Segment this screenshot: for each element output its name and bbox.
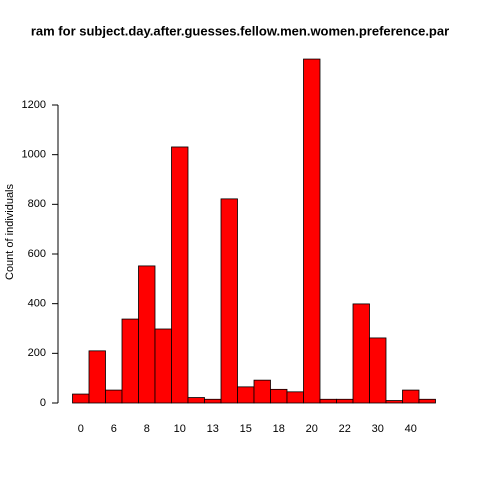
x-tick-label: 8 <box>144 423 150 435</box>
bar <box>220 198 238 404</box>
bar <box>204 398 222 404</box>
x-tick-label: 6 <box>111 423 117 435</box>
y-tick-label: 200 <box>28 347 46 359</box>
bar <box>303 58 321 404</box>
bar <box>187 397 205 404</box>
bar <box>88 350 106 404</box>
bar <box>105 389 123 404</box>
y-axis-label: Count of individuals <box>4 184 16 281</box>
bar <box>138 265 156 404</box>
bar <box>121 318 139 404</box>
x-tick-label: 20 <box>306 423 318 435</box>
x-tick-label: 13 <box>207 423 219 435</box>
bar <box>352 303 370 404</box>
chart-title: ram for subject.day.after.guesses.fellow… <box>31 23 449 38</box>
bar <box>418 398 436 404</box>
x-tick-label: 0 <box>78 423 84 435</box>
bar <box>171 146 189 404</box>
x-tick-label: 15 <box>240 423 252 435</box>
y-tick-label: 0 <box>40 397 46 409</box>
y-tick-label: 800 <box>28 198 46 210</box>
bar <box>154 328 172 404</box>
bar <box>336 398 354 404</box>
y-tick-label: 1200 <box>22 99 46 111</box>
bar <box>319 398 337 404</box>
bar <box>402 389 420 404</box>
y-tick-label: 600 <box>28 248 46 260</box>
y-tick-label: 1000 <box>22 149 46 161</box>
bar <box>286 391 304 404</box>
bar <box>369 337 387 404</box>
x-tick-label: 18 <box>273 423 285 435</box>
y-tick-label: 400 <box>28 298 46 310</box>
x-tick-label: 22 <box>339 423 351 435</box>
bar <box>253 379 271 404</box>
bar <box>270 388 288 404</box>
bar <box>385 400 403 404</box>
x-tick-label: 40 <box>405 423 417 435</box>
bar <box>237 386 255 404</box>
x-tick-label: 10 <box>174 423 186 435</box>
bar <box>72 393 90 404</box>
x-tick-label: 30 <box>372 423 384 435</box>
